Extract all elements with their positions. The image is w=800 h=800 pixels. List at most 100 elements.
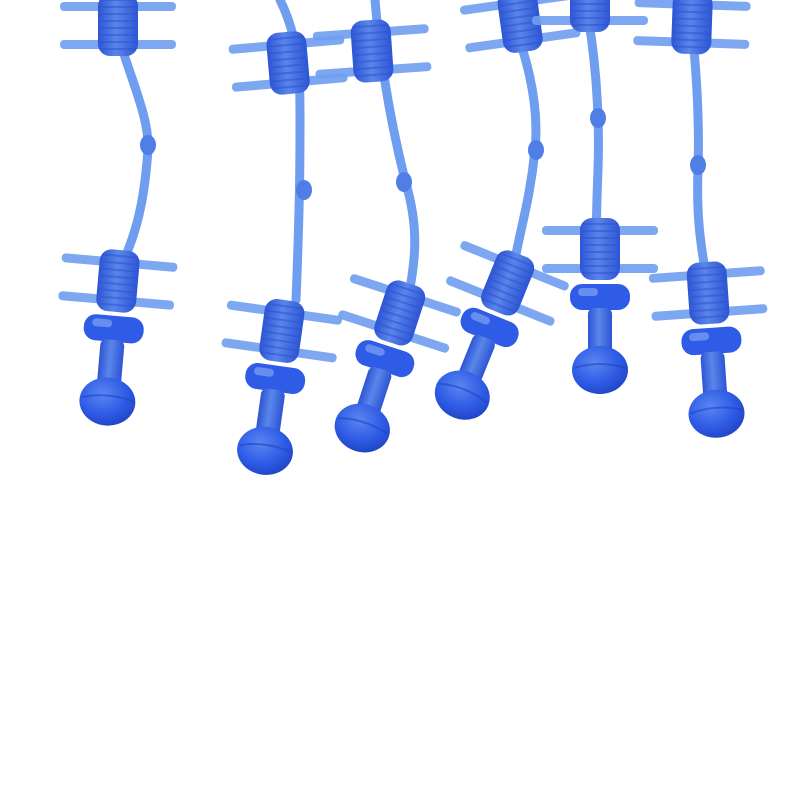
rib xyxy=(387,289,423,303)
ribbed-segment xyxy=(60,0,176,56)
pin-head xyxy=(572,346,628,394)
ribbed-segment xyxy=(334,274,461,453)
rib xyxy=(271,77,308,83)
pin-head xyxy=(334,403,390,453)
stem-bead xyxy=(296,180,312,200)
spreader-strand xyxy=(58,0,178,426)
collar xyxy=(570,284,630,310)
rib xyxy=(688,265,725,271)
rib xyxy=(374,329,410,343)
rib xyxy=(263,330,300,338)
rib xyxy=(501,13,538,21)
rib xyxy=(261,344,298,352)
ribbed-core xyxy=(671,0,713,55)
stem-bead xyxy=(528,140,544,160)
spreader-strand xyxy=(312,0,461,453)
rib xyxy=(385,295,421,310)
rib xyxy=(100,274,137,280)
spreader-strand xyxy=(221,0,348,475)
highlight xyxy=(689,332,710,342)
rib xyxy=(691,307,728,313)
rib xyxy=(499,0,536,7)
ribbed-segment xyxy=(312,19,432,83)
rib xyxy=(101,260,138,266)
collar xyxy=(83,314,144,344)
rib xyxy=(270,63,307,69)
rib xyxy=(270,70,307,76)
rib xyxy=(674,17,711,21)
rib xyxy=(353,37,390,43)
rib xyxy=(354,58,391,64)
pin-shaft xyxy=(255,388,285,438)
rib xyxy=(262,337,299,345)
ribbed-segment xyxy=(532,0,648,32)
ribbed-segment xyxy=(542,218,658,394)
rib xyxy=(486,284,521,300)
stem-bead xyxy=(590,108,606,128)
rib xyxy=(352,30,389,36)
rib xyxy=(354,51,391,57)
rib xyxy=(499,252,535,268)
rib xyxy=(691,314,728,320)
rib xyxy=(99,288,136,294)
rib xyxy=(102,253,139,259)
rib xyxy=(266,309,303,317)
rib xyxy=(673,24,710,28)
rib xyxy=(377,322,412,336)
ribbed-segment xyxy=(648,261,768,438)
pin-shaft xyxy=(97,339,125,389)
pin-head-seam xyxy=(438,382,488,404)
rib xyxy=(268,42,305,48)
rib xyxy=(272,84,309,90)
rib xyxy=(389,282,425,296)
rib xyxy=(355,72,392,78)
rib xyxy=(484,291,519,307)
highlight xyxy=(92,318,113,328)
ribbed-segment xyxy=(633,0,751,55)
rib xyxy=(97,302,134,308)
ribbed-segment xyxy=(460,0,581,53)
pin-head xyxy=(434,370,490,420)
rib xyxy=(100,267,137,273)
ribbed-core xyxy=(580,218,620,280)
highlight xyxy=(254,367,274,377)
rib xyxy=(500,6,537,14)
rib xyxy=(353,44,390,50)
rib xyxy=(355,65,392,71)
spreader-strand xyxy=(434,0,581,420)
ribbed-segment xyxy=(58,249,178,426)
rib xyxy=(494,265,529,281)
ribbed-segment xyxy=(221,299,342,475)
ribbed-core xyxy=(481,250,535,316)
stem-bead xyxy=(396,172,412,192)
ribbed-segment xyxy=(434,241,569,420)
rib xyxy=(383,302,419,316)
rib xyxy=(352,23,389,29)
rib xyxy=(690,300,727,306)
spreader-strand xyxy=(532,0,658,394)
pin-head xyxy=(688,389,745,438)
pin-head xyxy=(79,377,136,426)
rib xyxy=(379,315,415,329)
rib xyxy=(497,258,532,274)
rib xyxy=(260,351,297,359)
rib xyxy=(481,297,516,313)
rib xyxy=(674,3,711,7)
rib xyxy=(381,309,417,323)
rib xyxy=(267,302,304,310)
stem-bead xyxy=(140,135,156,155)
spreader-strand xyxy=(633,0,768,438)
ribbed-core xyxy=(570,0,610,32)
rib xyxy=(269,49,306,55)
rib xyxy=(673,45,710,49)
stem-bead xyxy=(690,155,706,175)
rib xyxy=(269,56,306,62)
rib xyxy=(673,31,710,35)
pin-shaft xyxy=(588,308,612,356)
strand-group xyxy=(58,0,768,475)
highlight xyxy=(470,312,490,325)
rib xyxy=(674,10,711,14)
pin-head-seam xyxy=(81,394,134,403)
rib xyxy=(265,316,302,324)
